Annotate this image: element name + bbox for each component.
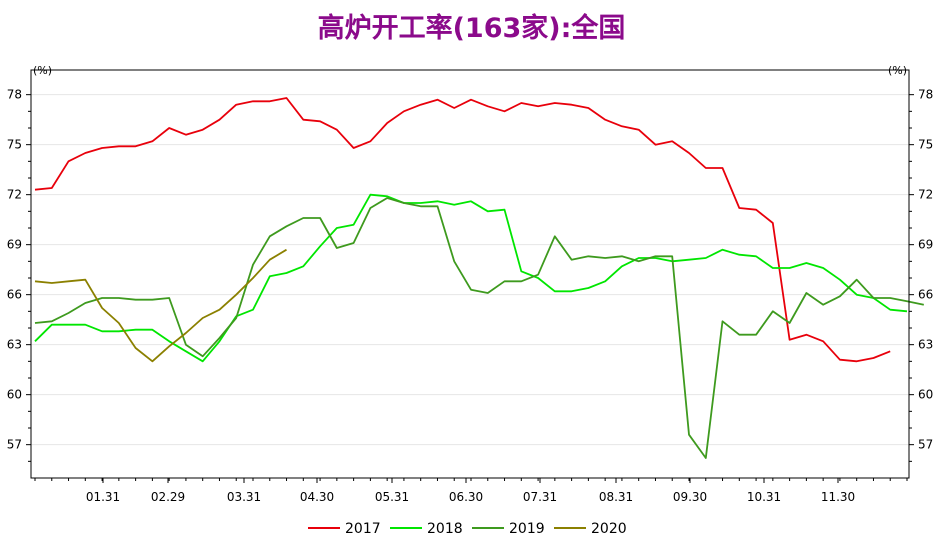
- grid-lines: [31, 94, 909, 446]
- legend-label-2018: 2018: [427, 521, 463, 537]
- y-tick-label-left: 72: [7, 188, 22, 202]
- plot-border: [30, 69, 910, 479]
- legend-label-2020: 2020: [591, 521, 627, 537]
- series-lines: [34, 97, 924, 459]
- y-unit-left: (%): [33, 64, 52, 77]
- legend-label-2019: 2019: [509, 521, 545, 537]
- legend: 2017 2018 2019 2020: [308, 521, 627, 537]
- x-tick-label: 08.31: [599, 490, 633, 504]
- series-line-2020: [34, 248, 287, 363]
- plot-frame: [30, 69, 910, 479]
- y-tick-label-right: 66: [918, 288, 933, 302]
- y-tick-label-right: 69: [918, 238, 933, 252]
- y-tick-label-left: 69: [7, 238, 22, 252]
- x-tick-label: 11.30: [821, 490, 855, 504]
- y-tick-label-right: 57: [918, 438, 933, 452]
- y-tick-label-left: 78: [7, 88, 22, 102]
- y-tick-label-left: 57: [7, 438, 22, 452]
- x-tick-label: 10.31: [747, 490, 781, 504]
- x-tick-label: 03.31: [227, 490, 261, 504]
- y-tick-label-right: 72: [918, 188, 933, 202]
- y-tick-label-right: 78: [918, 88, 933, 102]
- axes: 57 57 60 60 63 63 66 66 69 69 72 72 75 75 78 78 (%) (%) 01…: [7, 64, 934, 504]
- x-tick-label: 05.31: [375, 490, 409, 504]
- x-tick-label: 07.31: [523, 490, 557, 504]
- x-tick-label: 04.30: [300, 490, 334, 504]
- y-tick-label-left: 66: [7, 288, 22, 302]
- x-tick-label: 09.30: [673, 490, 707, 504]
- y-unit-right: (%): [888, 64, 907, 77]
- y-tick-label-right: 60: [918, 388, 933, 402]
- series-line-2017: [34, 97, 891, 363]
- y-tick-label-left: 60: [7, 388, 22, 402]
- x-tick-label: 06.30: [449, 490, 483, 504]
- x-tick-label: 02.29: [151, 490, 185, 504]
- y-tick-label-left: 63: [7, 338, 22, 352]
- y-tick-label-right: 75: [918, 138, 933, 152]
- series-line-2019: [34, 197, 924, 459]
- y-tick-label-left: 75: [7, 138, 22, 152]
- legend-label-2017: 2017: [345, 521, 381, 537]
- x-tick-label: 01.31: [86, 490, 120, 504]
- series-line-2018: [34, 193, 908, 363]
- y-tick-label-right: 63: [918, 338, 933, 352]
- chart-title: 高炉开工率(163家):全国: [317, 13, 626, 44]
